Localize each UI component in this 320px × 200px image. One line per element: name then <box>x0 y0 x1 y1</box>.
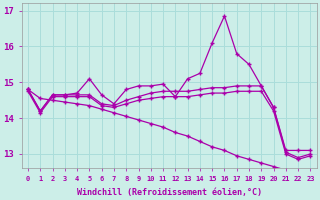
X-axis label: Windchill (Refroidissement éolien,°C): Windchill (Refroidissement éolien,°C) <box>77 188 262 197</box>
